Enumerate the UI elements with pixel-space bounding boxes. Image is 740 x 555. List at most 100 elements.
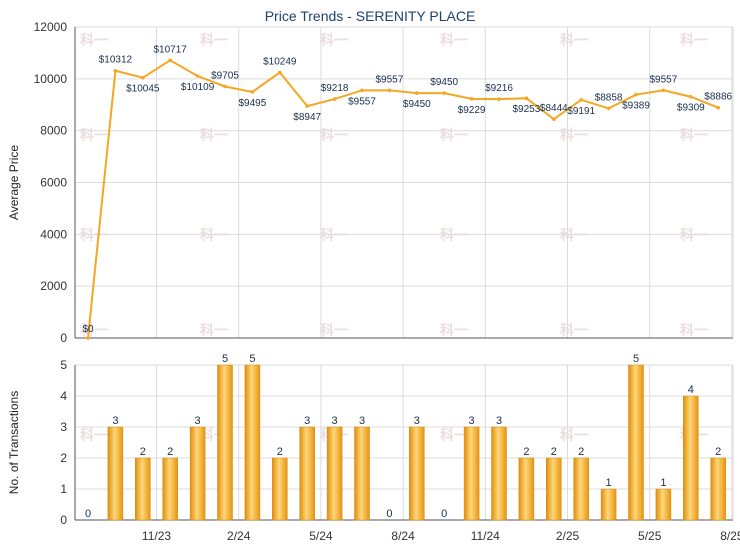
price-point — [634, 92, 638, 97]
watermark-text: 科一 — [440, 227, 468, 243]
transaction-bar — [326, 426, 343, 521]
watermark-text: 科一 — [680, 227, 708, 243]
transaction-count-label: 3 — [469, 415, 475, 427]
line-y-axis-title: Average Price — [7, 145, 21, 220]
transaction-count-label: 3 — [112, 415, 118, 427]
watermark-text: 科一 — [320, 322, 348, 338]
price-data-label: $0 — [82, 324, 94, 335]
bar-x-tick-label: 2/24 — [227, 529, 251, 543]
price-point — [278, 70, 282, 75]
price-data-label: $9218 — [321, 83, 349, 94]
transaction-count-label: 0 — [85, 508, 91, 520]
transaction-bar — [299, 426, 315, 521]
transaction-count-label: 5 — [222, 353, 228, 365]
transaction-count-label: 2 — [277, 446, 283, 458]
bar-y-tick-label: 4 — [60, 389, 67, 403]
bar-x-tick-label: 2/25 — [556, 529, 580, 543]
transaction-bar — [409, 426, 425, 521]
price-data-label: $10109 — [181, 82, 215, 93]
price-data-label: $9557 — [375, 74, 403, 85]
watermark-text: 科一 — [200, 227, 228, 243]
price-data-label: $9253 — [512, 104, 540, 115]
bar-y-tick-label: 1 — [60, 482, 67, 496]
watermark-text: 科一 — [80, 32, 108, 48]
price-point — [606, 106, 611, 111]
transaction-bar — [710, 457, 726, 521]
line-y-tick-label: 2000 — [40, 279, 67, 293]
transaction-bar — [244, 364, 261, 521]
price-point — [305, 104, 310, 108]
price-data-label: $9229 — [458, 105, 486, 116]
transaction-count-label: 3 — [414, 415, 420, 427]
bar-y-tick-label: 0 — [60, 513, 67, 527]
transaction-count-label: 0 — [441, 508, 447, 520]
price-point — [141, 75, 145, 80]
transaction-bar — [354, 426, 370, 521]
transaction-bar — [107, 426, 124, 521]
watermark-text: 科一 — [440, 322, 468, 338]
watermark-text: 科一 — [80, 127, 108, 143]
transaction-bar — [463, 426, 480, 521]
price-point — [360, 88, 364, 93]
transaction-bar — [518, 457, 535, 521]
price-data-label: $9450 — [403, 99, 431, 110]
transaction-bar — [655, 488, 672, 521]
bar-y-tick-label: 5 — [60, 358, 67, 372]
bar-x-tick-label: 8/24 — [391, 529, 415, 543]
price-data-label: $9557 — [649, 74, 677, 85]
transaction-bar — [683, 395, 699, 521]
line-y-tick-label: 10000 — [34, 72, 68, 86]
price-point — [552, 117, 556, 121]
price-point — [661, 88, 666, 93]
chart-title: Price Trends - SERENITY PLACE — [265, 8, 476, 24]
transaction-count-label: 0 — [386, 508, 392, 520]
line-y-tick-label: 12000 — [34, 20, 68, 34]
transaction-bar — [272, 457, 288, 521]
transaction-count-label: 2 — [167, 446, 173, 458]
watermark-text: 科一 — [440, 427, 468, 443]
watermark-text: 科一 — [320, 127, 348, 143]
transaction-count-label: 5 — [249, 353, 255, 365]
price-point — [223, 84, 227, 89]
watermark-text: 科一 — [200, 322, 228, 338]
transaction-count-label: 3 — [195, 415, 201, 427]
price-data-label: $9705 — [211, 70, 239, 81]
price-data-label: $8858 — [595, 92, 623, 103]
watermark-text: 科一 — [440, 127, 468, 143]
price-data-label: $8444 — [540, 103, 568, 114]
line-y-tick-label: 0 — [60, 331, 67, 345]
bar-y-tick-label: 2 — [60, 451, 67, 465]
transaction-bar — [189, 426, 206, 521]
price-point — [195, 74, 200, 78]
price-point — [469, 97, 474, 101]
bar-y-axis-title: No. of Transactions — [7, 391, 21, 494]
price-data-label: $8947 — [293, 112, 321, 123]
line-y-tick-label: 6000 — [40, 176, 67, 190]
transaction-bar — [573, 457, 589, 521]
price-data-label: $9216 — [485, 83, 513, 94]
transaction-bar — [628, 364, 644, 521]
price-point — [332, 97, 337, 101]
transaction-count-label: 2 — [551, 446, 557, 458]
transaction-bar — [491, 426, 507, 521]
price-point — [497, 97, 501, 101]
watermark-text: 科一 — [320, 32, 348, 48]
price-data-label: $9495 — [238, 98, 266, 109]
transaction-count-label: 4 — [688, 384, 694, 396]
watermark-text: 科一 — [80, 227, 108, 243]
transaction-count-label: 1 — [660, 477, 666, 489]
price-data-label: $9389 — [622, 101, 650, 112]
price-point — [415, 91, 419, 95]
bar-chart-panel: 0 1 2 3 4 5 No. of Transactions 0 3 2 2 3 5 5 2 3 3 3 0 3 0 3… — [7, 353, 740, 543]
bar-x-tick-label: 8/25 — [720, 529, 740, 543]
price-point — [524, 96, 529, 100]
watermark-text: 科一 — [560, 427, 588, 443]
transaction-count-label: 3 — [332, 415, 338, 427]
watermark-text: 科一 — [320, 227, 348, 243]
transaction-bar — [135, 457, 151, 521]
bar-x-tick-label: 5/25 — [638, 529, 662, 543]
price-data-label: $10249 — [263, 56, 297, 67]
bar-x-tick-label: 11/23 — [142, 529, 171, 543]
transaction-count-label: 2 — [578, 446, 584, 458]
